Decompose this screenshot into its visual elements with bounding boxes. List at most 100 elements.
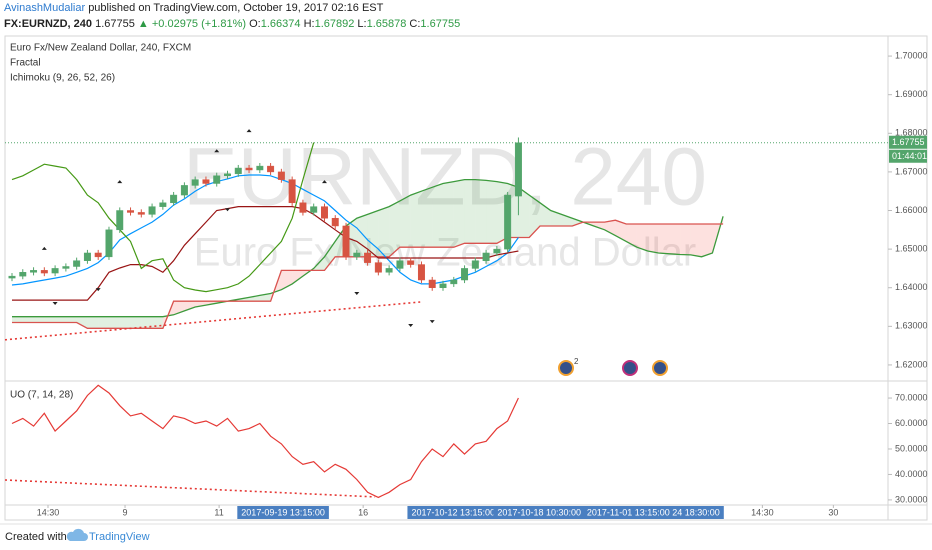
cloud-segment xyxy=(184,301,196,311)
quote-line: FX:EURNZD, 240 1.67755 ▲ +0.02975 (+1.81… xyxy=(4,18,460,30)
candle-body xyxy=(116,210,124,231)
candle-body xyxy=(353,252,361,258)
time-marker xyxy=(493,506,586,519)
event-icons: 2 xyxy=(558,357,668,376)
event-icon[interactable] xyxy=(622,360,638,376)
cloud-segment xyxy=(453,179,465,248)
y-tick-label: 60.0000 xyxy=(895,418,928,428)
cloud-segment xyxy=(55,316,66,323)
candle-body xyxy=(159,202,167,207)
x-tick-label: 11 xyxy=(214,507,223,517)
candle-body xyxy=(51,268,59,274)
cloud-segment xyxy=(356,214,368,257)
cloud-segment xyxy=(701,224,713,257)
candle-body xyxy=(191,179,199,186)
timer-badge xyxy=(889,149,927,163)
fractal-up xyxy=(41,246,47,250)
fractal-down xyxy=(225,208,231,212)
cloud-segment xyxy=(626,224,637,248)
candle-body xyxy=(19,272,27,277)
candle-body xyxy=(267,165,275,173)
candle-body xyxy=(331,217,339,227)
cloud-segment xyxy=(44,316,56,323)
footer-brand[interactable]: TradingView xyxy=(89,531,150,543)
event-count: 2 xyxy=(574,357,579,366)
candle-body xyxy=(407,260,415,265)
fractal-up xyxy=(246,129,252,133)
y-tick-label: 1.63000 xyxy=(895,321,928,331)
candle-body xyxy=(277,171,285,180)
ichimoku-line xyxy=(12,206,519,301)
event-icon[interactable] xyxy=(558,360,574,376)
candle-body xyxy=(299,202,307,213)
event-icon[interactable] xyxy=(652,360,668,376)
x-tick-label: 14:30 xyxy=(37,507,60,517)
cloud-segment xyxy=(475,179,487,244)
quote-close-label: C: xyxy=(409,18,421,30)
cloud-segment xyxy=(636,224,648,252)
candle-body xyxy=(364,252,372,263)
cloud-line xyxy=(12,178,724,318)
price: 1.67755 xyxy=(95,18,135,30)
quote-high-label: H: xyxy=(303,18,315,30)
candle-body xyxy=(396,260,404,269)
cloud-segment xyxy=(529,195,540,238)
cloud-segment xyxy=(572,218,584,226)
candle-body xyxy=(73,260,81,267)
time-marker-label: 2017-11-01 13:15:00 24 18:30:00 xyxy=(587,507,720,517)
candle-body xyxy=(94,252,102,258)
cloud-segment xyxy=(464,179,476,244)
cloud-segment xyxy=(76,316,88,329)
candle-body xyxy=(374,262,382,273)
frame xyxy=(4,35,928,521)
candle-body xyxy=(8,275,16,279)
candle-body xyxy=(450,279,458,285)
quote-low-label: L: xyxy=(357,18,367,30)
cloud-segment xyxy=(658,224,670,254)
candle-body xyxy=(83,252,91,261)
candle-body xyxy=(310,206,318,213)
ichimoku-line xyxy=(11,142,315,293)
candle-body xyxy=(62,266,70,269)
candle-body xyxy=(148,206,156,215)
quote-high: 1.67892 xyxy=(314,18,355,30)
candle-body xyxy=(234,167,242,175)
trendline xyxy=(4,479,376,498)
cloud-segment xyxy=(141,316,153,329)
y-tick-label: 1.69000 xyxy=(895,89,928,99)
candle-body xyxy=(202,179,210,184)
cloud-segment xyxy=(399,195,411,248)
cloud-segment xyxy=(432,183,443,248)
cloud-segment xyxy=(292,270,303,284)
last-price-badge xyxy=(889,135,927,149)
cloud-segment xyxy=(680,224,691,255)
legend-indicator: Fractal xyxy=(10,58,41,69)
fractal-down xyxy=(408,324,414,328)
candle-body xyxy=(170,194,178,204)
cloud-segment xyxy=(324,241,336,271)
candle-body xyxy=(428,279,436,288)
cloud-segment xyxy=(486,180,497,244)
author[interactable]: AvinashMudaliar xyxy=(4,2,86,14)
quote-open-label: O: xyxy=(249,18,261,30)
candle-body xyxy=(30,270,38,273)
time-marker xyxy=(407,506,500,519)
candle-body xyxy=(137,212,145,215)
fractal-down xyxy=(429,320,435,324)
cloud-segment xyxy=(65,316,77,323)
fractal-down xyxy=(95,288,101,292)
y-tick-label: 1.70000 xyxy=(895,50,928,60)
x-tick-label: 16 xyxy=(358,507,368,517)
watermark: Euro Fx/New Zealand Dollar xyxy=(194,231,696,275)
cloud-segment xyxy=(22,316,34,323)
cloud-segment xyxy=(539,202,551,226)
fractal-up xyxy=(117,180,123,184)
candle-body xyxy=(482,252,490,261)
cloud-segment xyxy=(98,316,109,329)
candle-body xyxy=(385,268,393,273)
uo-line xyxy=(11,384,519,499)
x-tick-label: 30 xyxy=(828,507,838,517)
published: published on TradingView.com, October 19… xyxy=(88,2,384,14)
watermark: EURNZD, 240 xyxy=(183,132,707,223)
candle-body xyxy=(439,283,447,288)
